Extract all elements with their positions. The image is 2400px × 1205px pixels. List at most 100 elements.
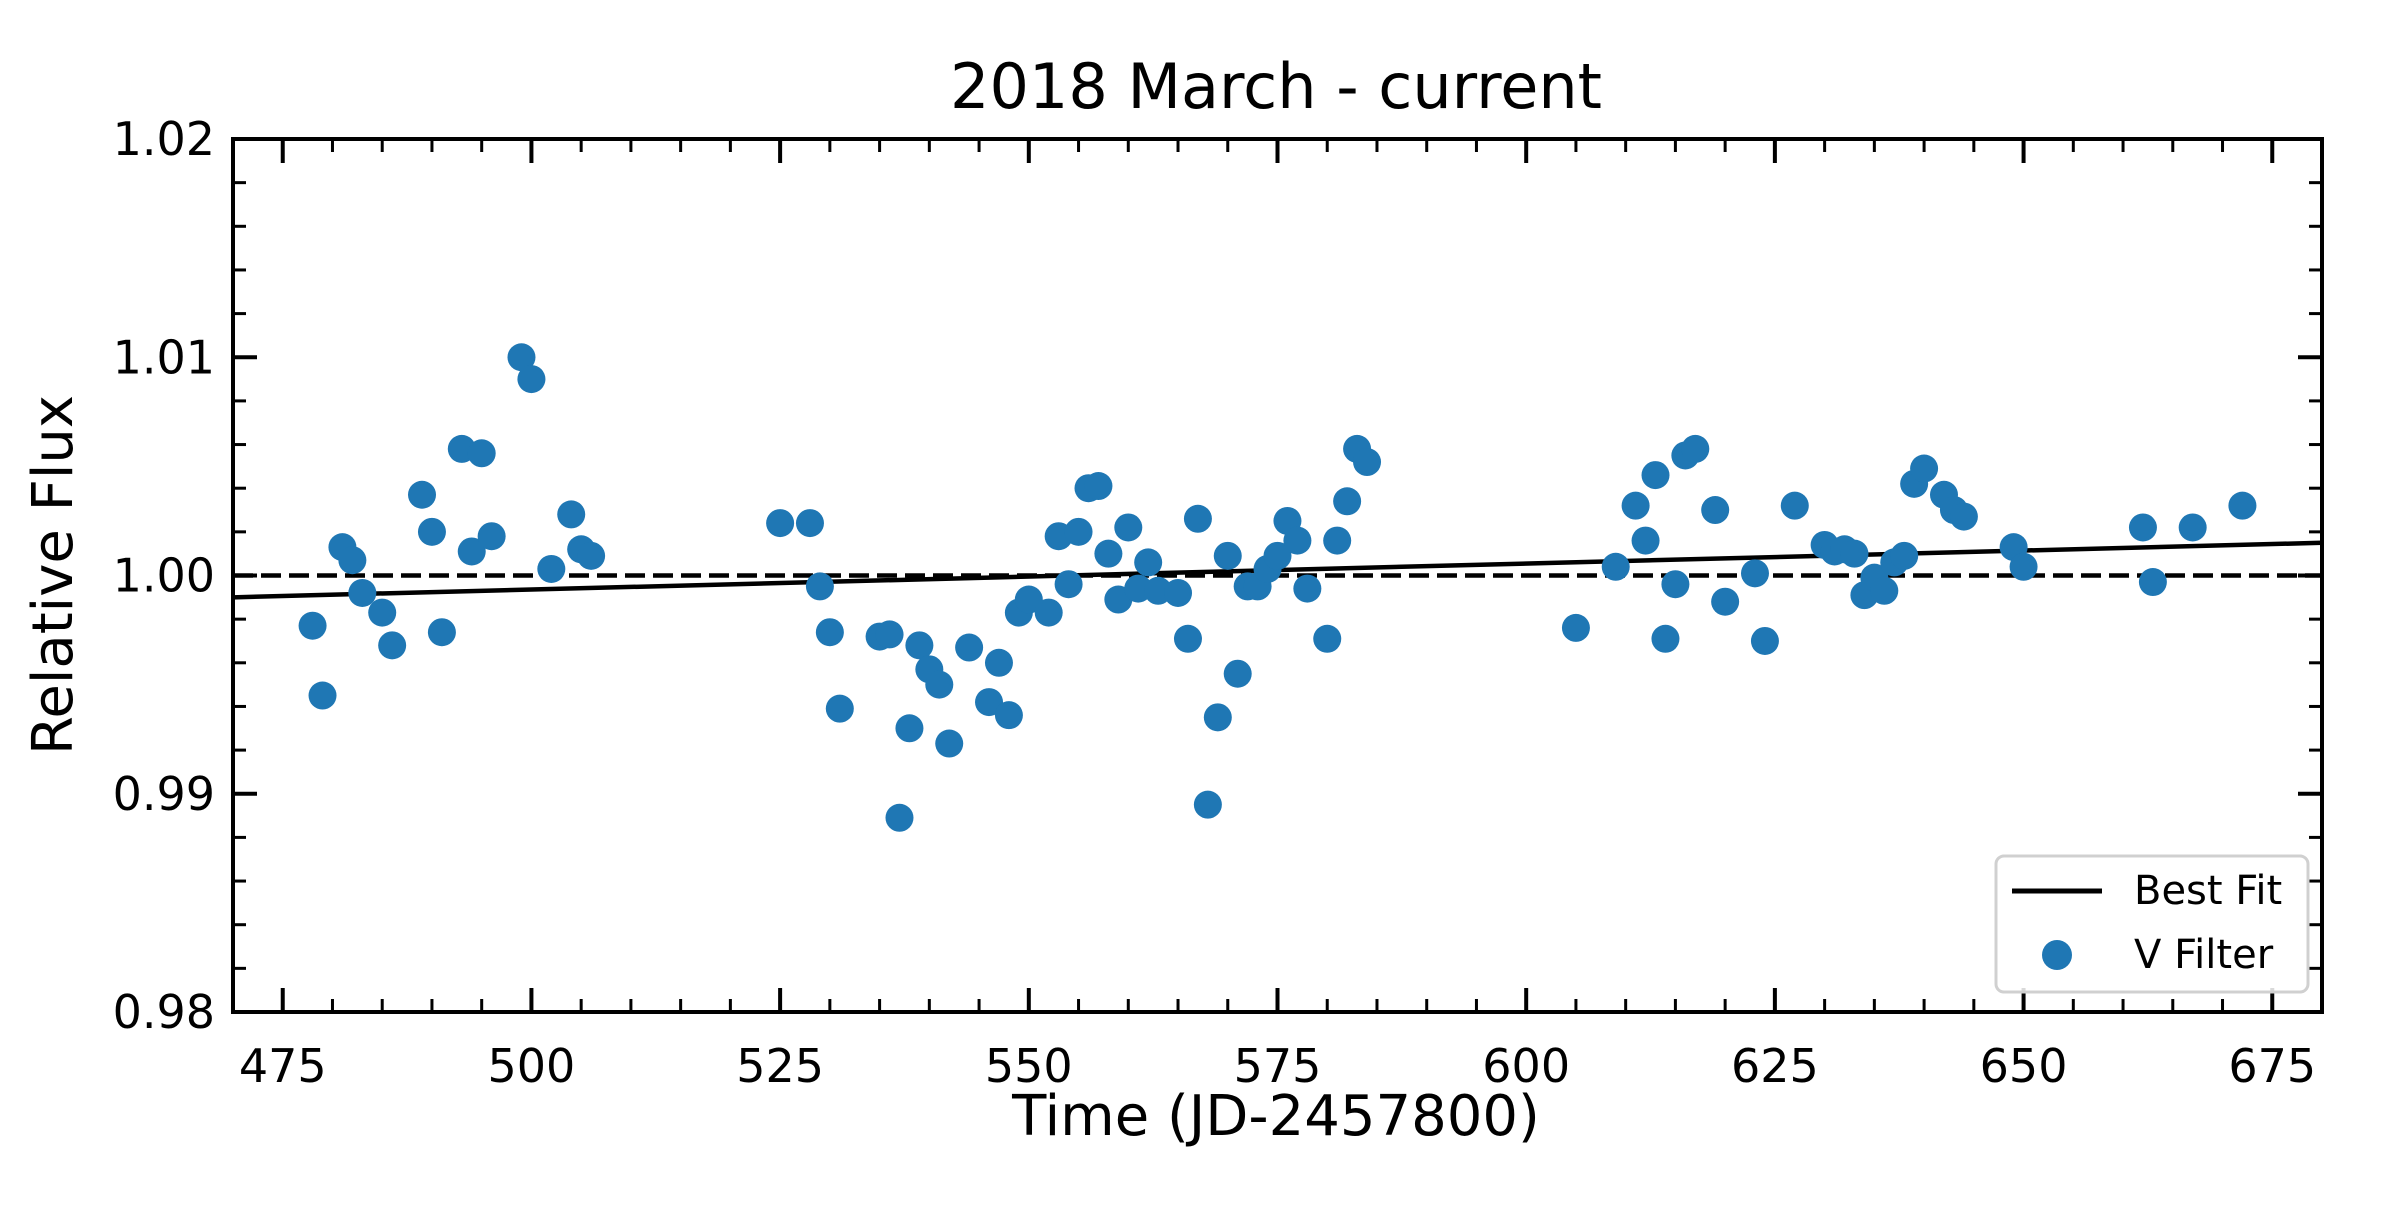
y-tick-label: 1.02: [113, 112, 215, 166]
data-point: [1183, 504, 1212, 533]
data-point: [994, 701, 1023, 730]
data-point: [1353, 448, 1382, 477]
data-point: [2128, 513, 2157, 542]
data-point: [905, 631, 934, 660]
legend-best-fit-label: Best Fit: [2134, 868, 2282, 914]
data-point: [925, 670, 954, 699]
x-tick-label: 600: [1482, 1039, 1570, 1093]
data-point: [805, 572, 834, 601]
data-point: [1631, 526, 1660, 555]
data-point: [1034, 598, 1063, 627]
data-point: [308, 681, 337, 710]
data-point: [795, 509, 824, 538]
data-point: [1313, 624, 1342, 653]
data-point: [1213, 541, 1242, 570]
tick-labels: 475 500 525 550 575 600 625 650 675 0.98 0.99 1.00 1…: [113, 112, 2317, 1093]
data-point: [348, 578, 377, 607]
data-point: [955, 633, 984, 662]
data-point: [1263, 541, 1292, 570]
data-point: [378, 631, 407, 660]
data-point: [1094, 539, 1123, 568]
x-tick-label: 675: [2228, 1039, 2316, 1093]
data-point: [1910, 454, 1939, 483]
v-filter-points: [298, 343, 2257, 832]
y-tick-label: 0.98: [113, 985, 215, 1039]
data-point: [1293, 574, 1322, 603]
chart-title: 2018 March - current: [950, 50, 1602, 123]
data-point: [537, 554, 566, 583]
x-tick-label: 550: [985, 1039, 1073, 1093]
data-point: [1890, 541, 1919, 570]
data-point: [457, 537, 486, 566]
data-point: [2178, 513, 2207, 542]
data-point: [2138, 568, 2167, 597]
plot-frame: [231, 137, 2324, 1014]
x-tick-label: 575: [1234, 1039, 1322, 1093]
data-point: [975, 688, 1004, 717]
plot-area: [232, 343, 2323, 832]
data-point: [577, 541, 606, 570]
data-point: [517, 365, 546, 394]
data-point: [1711, 587, 1740, 616]
data-point: [1661, 570, 1690, 599]
data-point: [1601, 552, 1630, 581]
x-tick-label: 650: [1980, 1039, 2068, 1093]
data-point: [1740, 559, 1769, 588]
data-point: [298, 611, 327, 640]
data-point: [2228, 491, 2257, 520]
data-point: [1193, 790, 1222, 819]
data-point: [1223, 659, 1252, 688]
data-point: [427, 618, 456, 647]
data-point: [557, 500, 586, 529]
data-point: [825, 694, 854, 723]
data-point: [1333, 487, 1362, 516]
data-point: [1164, 578, 1193, 607]
data-point: [1641, 461, 1670, 490]
data-point: [1134, 548, 1163, 577]
data-point: [1323, 526, 1352, 555]
x-tick-label: 500: [488, 1039, 576, 1093]
data-point: [1750, 626, 1779, 655]
legend: Best Fit V Filter: [1994, 854, 2310, 994]
data-point: [1203, 703, 1232, 732]
data-point: [1621, 491, 1650, 520]
x-tick-label: 625: [1731, 1039, 1819, 1093]
data-point: [895, 714, 924, 743]
data-point: [1014, 585, 1043, 614]
data-point: [815, 618, 844, 647]
data-point: [984, 648, 1013, 677]
data-point: [507, 343, 536, 372]
y-tick-label: 1.01: [113, 330, 215, 384]
data-point: [1114, 513, 1143, 542]
data-point: [408, 480, 437, 509]
data-point: [1173, 624, 1202, 653]
data-point: [417, 517, 446, 546]
data-point: [2009, 552, 2038, 581]
data-point: [1949, 502, 1978, 531]
data-point: [1651, 624, 1680, 653]
axis-ticks: [233, 137, 2324, 1014]
data-point: [1283, 526, 1312, 555]
data-point: [1780, 491, 1809, 520]
data-point: [1054, 570, 1083, 599]
data-point: [1064, 517, 1093, 546]
legend-v-filter-label: V Filter: [2134, 932, 2274, 978]
data-point: [1870, 576, 1899, 605]
data-point: [1084, 472, 1113, 501]
data-point: [477, 522, 506, 551]
data-point: [1681, 434, 1710, 463]
data-point: [368, 598, 397, 627]
data-point: [338, 546, 367, 575]
data-point: [1840, 539, 1869, 568]
data-point: [1561, 613, 1590, 642]
legend-v-filter-swatch: [2042, 940, 2072, 970]
x-tick-label: 475: [239, 1039, 327, 1093]
data-point: [1701, 496, 1730, 525]
y-tick-label: 1.00: [113, 549, 215, 603]
data-point: [875, 620, 904, 649]
y-axis-label: Relative Flux: [21, 395, 86, 755]
data-point: [766, 509, 795, 538]
x-tick-label: 525: [736, 1039, 824, 1093]
